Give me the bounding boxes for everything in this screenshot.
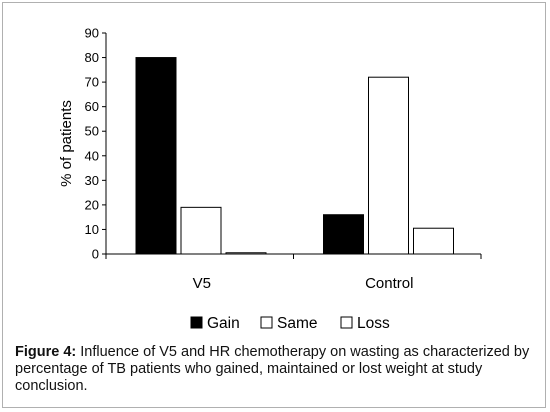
legend-label-loss: Loss <box>357 315 390 332</box>
y-tick-label: 20 <box>85 197 99 212</box>
y-tick-label: 0 <box>92 247 99 262</box>
y-tick-label: 70 <box>85 75 99 90</box>
y-tick-label: 50 <box>85 124 99 139</box>
chart-legend: Gain Same Loss <box>190 315 390 332</box>
legend-label-gain: Gain <box>207 315 240 332</box>
y-tick-label: 40 <box>85 148 99 163</box>
y-tick-label: 10 <box>85 222 99 237</box>
bar-loss-control <box>413 227 454 255</box>
y-tick-label: 80 <box>85 50 99 65</box>
bar-same-control <box>368 76 409 255</box>
legend-swatch-same <box>260 316 273 329</box>
caption-text: Influence of V5 and HR chemotherapy on w… <box>15 344 530 394</box>
y-tick-label: 60 <box>85 99 99 114</box>
legend-label-same: Same <box>277 315 318 332</box>
y-tick-label: 30 <box>85 173 99 188</box>
bar-loss-v5 <box>225 252 267 255</box>
chart-bars <box>135 57 454 255</box>
x-tick-label: V5 <box>193 275 211 292</box>
y-axis-label: % of patients <box>58 100 75 187</box>
bar-chart: 0 10 20 30 40 50 60 70 80 90 % of patients V5 Contro… <box>58 26 482 332</box>
legend-swatch-loss <box>340 316 353 329</box>
figure-caption: Figure 4: Influence of V5 and HR chemoth… <box>15 344 540 395</box>
bar-gain-v5 <box>135 57 177 255</box>
legend-swatch-gain <box>190 316 203 329</box>
bar-gain-control <box>323 214 364 255</box>
figure: 0 10 20 30 40 50 60 70 80 90 % of patients V5 Contro… <box>2 2 546 408</box>
caption-lead: Figure 4: <box>15 344 77 360</box>
bar-same-v5 <box>180 206 222 255</box>
x-tick-label: Control <box>365 275 413 292</box>
chart-axes: 0 10 20 30 40 50 60 70 80 90 % of patients V5 Contro… <box>58 26 482 292</box>
y-tick-label: 90 <box>85 26 99 41</box>
